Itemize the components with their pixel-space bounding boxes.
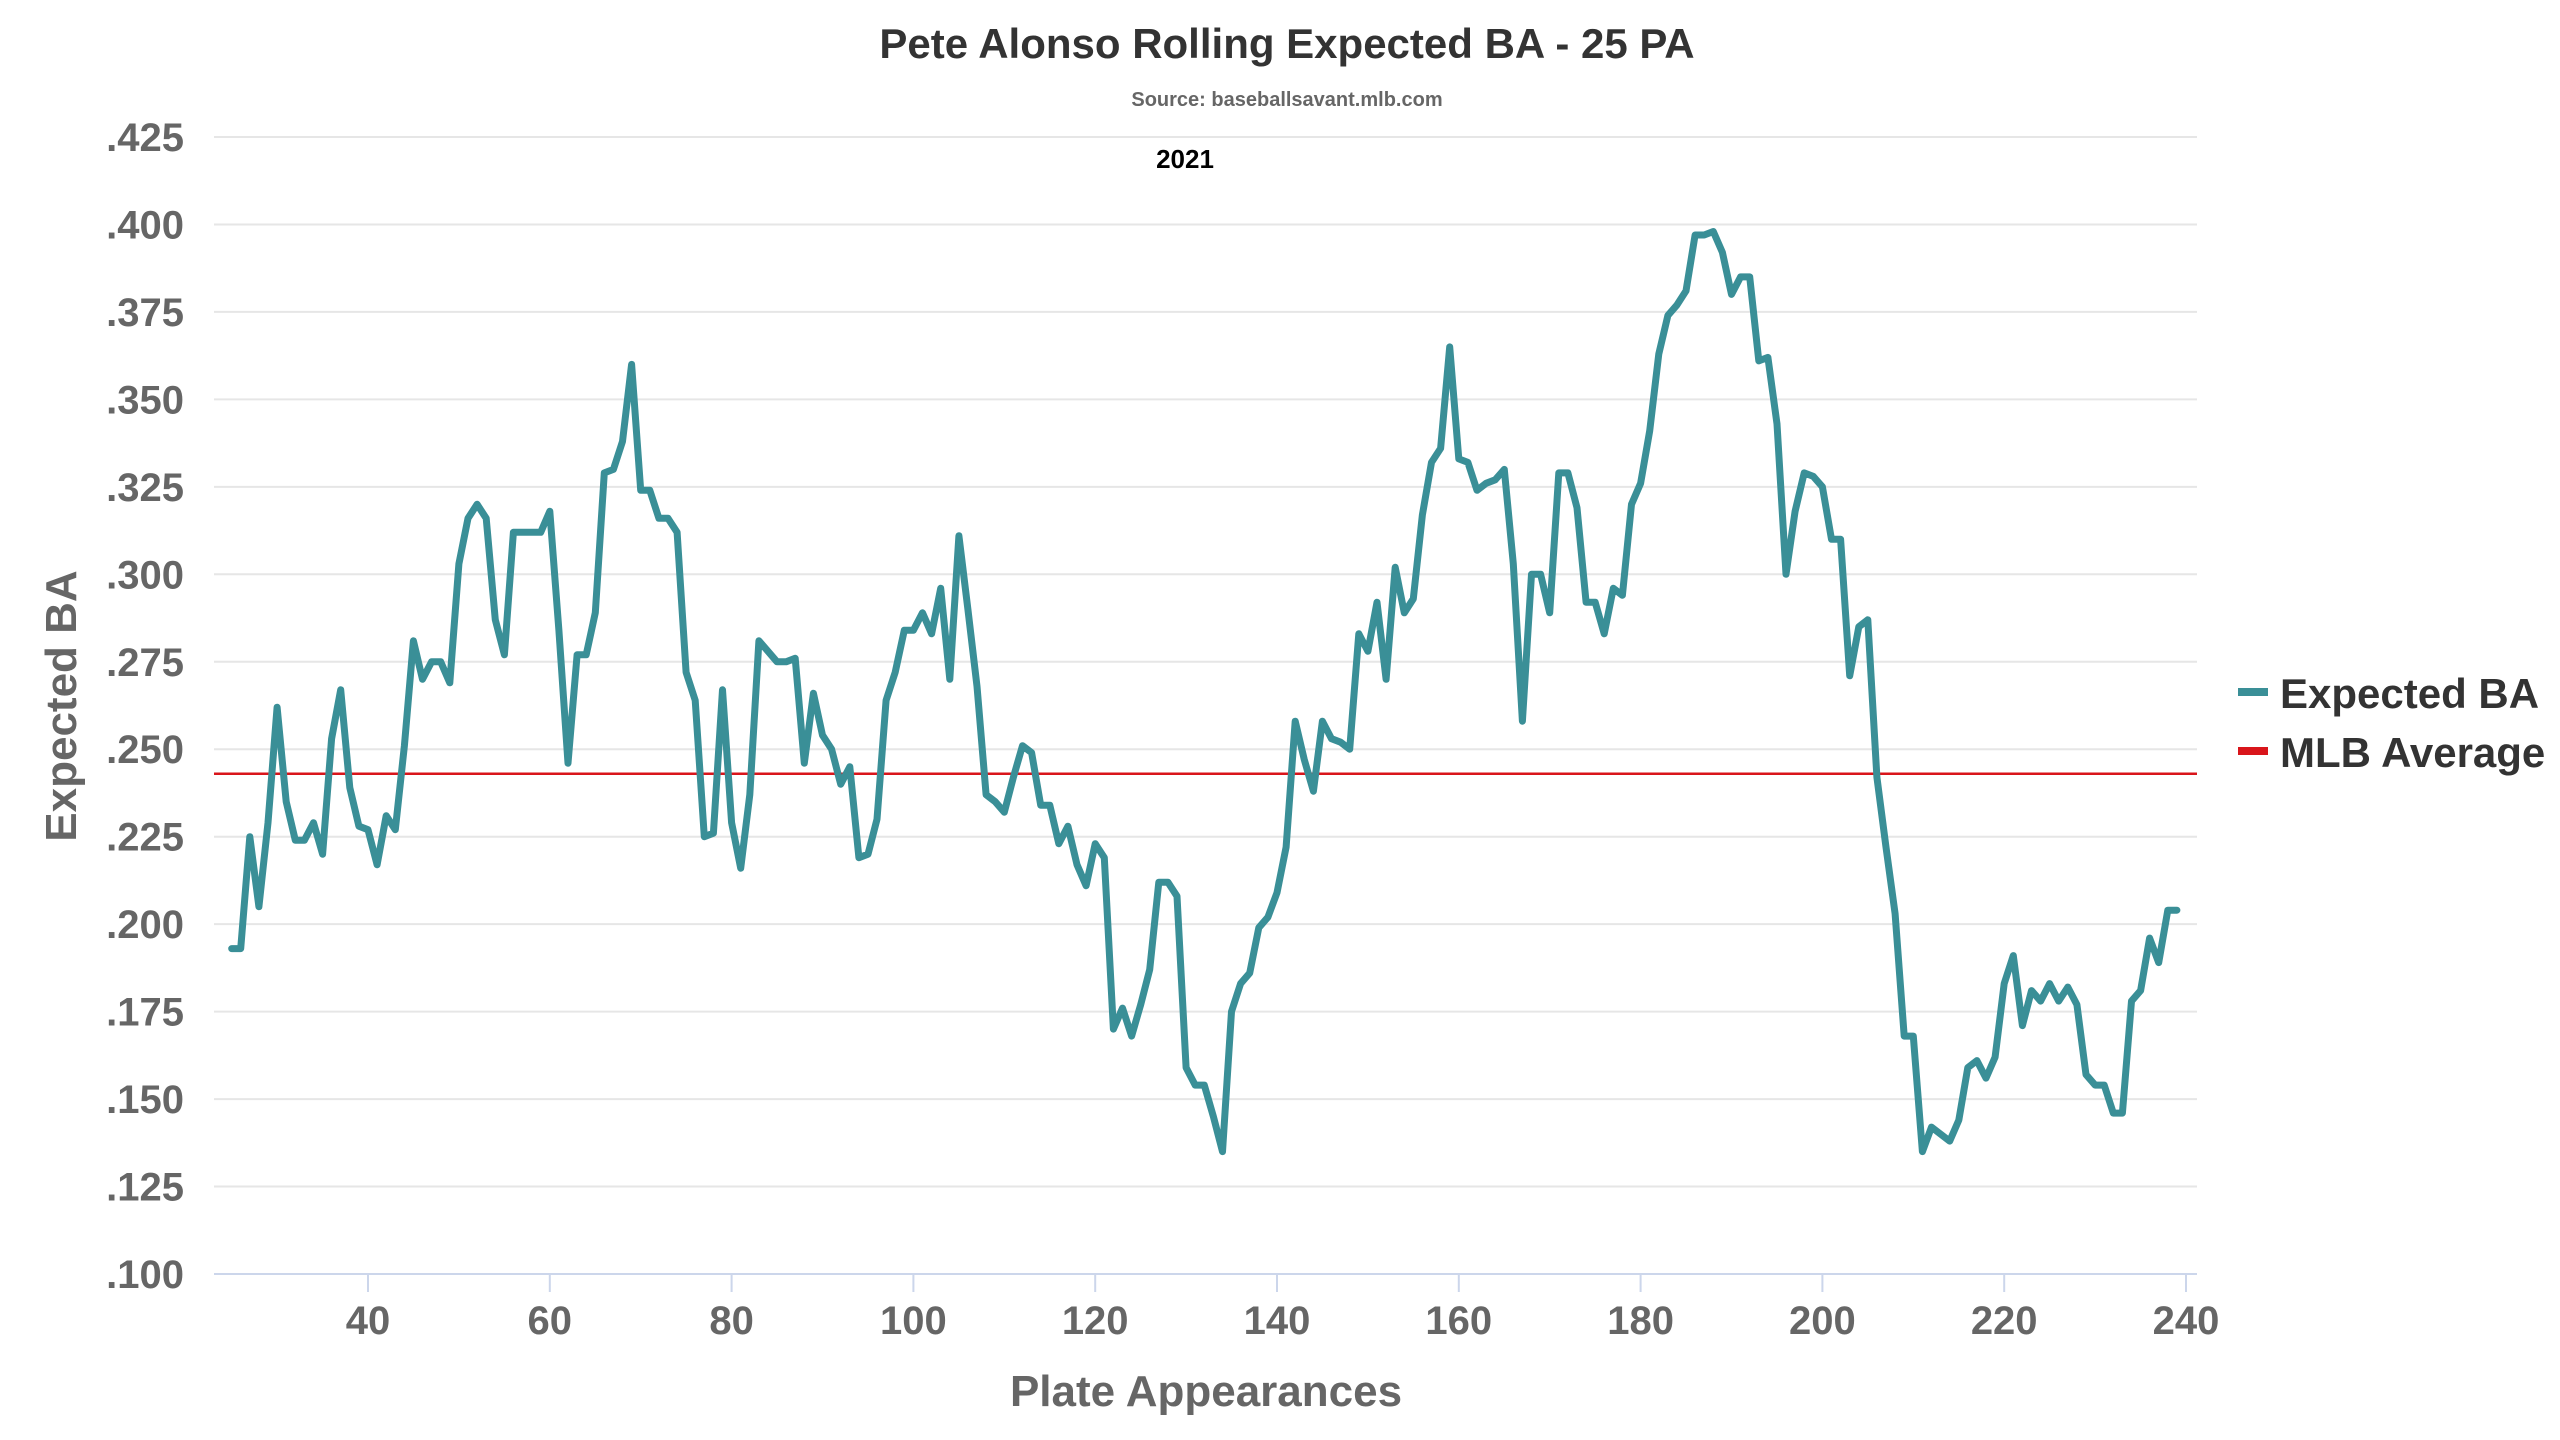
y-tick-label: .275 (106, 641, 184, 685)
data-points (232, 231, 2177, 1151)
legend-label-expected-ba: Expected BA (2280, 670, 2539, 717)
chart-title: Pete Alonso Rolling Expected BA - 25 PA (879, 20, 1694, 67)
y-tick-label: .350 (106, 378, 184, 422)
expected-ba-line[interactable] (228, 228, 2181, 1156)
legend-swatch-mlb-average (2238, 747, 2268, 755)
y-tick-label: .175 (106, 991, 184, 1035)
y-axis-title: Expected BA (37, 570, 86, 841)
y-tick-label: .150 (106, 1078, 184, 1122)
x-tick-label: 220 (1971, 1299, 2038, 1343)
x-tick-label: 160 (1425, 1299, 1492, 1343)
y-tick-label: .300 (106, 553, 184, 597)
y-tick-label: .325 (106, 466, 184, 510)
x-tick-label: 40 (346, 1299, 391, 1343)
x-tick-label: 200 (1789, 1299, 1856, 1343)
legend-swatch-expected-ba (2238, 688, 2268, 696)
y-tick-label: .375 (106, 291, 184, 335)
legend-item-mlb-average[interactable]: MLB Average (2238, 729, 2545, 776)
year-annotation: 2021 (1156, 144, 1214, 174)
y-tick-label: .425 (106, 116, 184, 160)
x-tick-label: 120 (1062, 1299, 1129, 1343)
y-tick-label: .400 (106, 203, 184, 247)
gridlines (214, 136, 2197, 1188)
x-tick-label: 240 (2153, 1299, 2220, 1343)
y-tick-label: .250 (106, 728, 184, 772)
y-axis-ticks: .100 .125 .150 .175 .200 .225 .250 .275 .300 .325… (106, 116, 184, 1297)
x-tick-label: 140 (1244, 1299, 1311, 1343)
y-tick-label: .125 (106, 1166, 184, 1210)
x-axis-ticks: 40 60 80 100 120 140 160 180 200 220 240 (346, 1274, 2220, 1343)
y-tick-label: .100 (106, 1253, 184, 1297)
x-tick-label: 80 (709, 1299, 754, 1343)
x-tick-label: 60 (528, 1299, 573, 1343)
x-axis-title: Plate Appearances (1010, 1367, 1402, 1416)
y-tick-label: .225 (106, 816, 184, 860)
legend-label-mlb-average: MLB Average (2280, 729, 2545, 776)
legend: Expected BA MLB Average (2238, 670, 2545, 776)
y-tick-label: .200 (106, 903, 184, 947)
chart-subtitle: Source: baseballsavant.mlb.com (1131, 89, 1442, 111)
x-tick-label: 100 (880, 1299, 947, 1343)
legend-item-expected-ba[interactable]: Expected BA (2238, 670, 2539, 717)
x-tick-label: 180 (1607, 1299, 1674, 1343)
